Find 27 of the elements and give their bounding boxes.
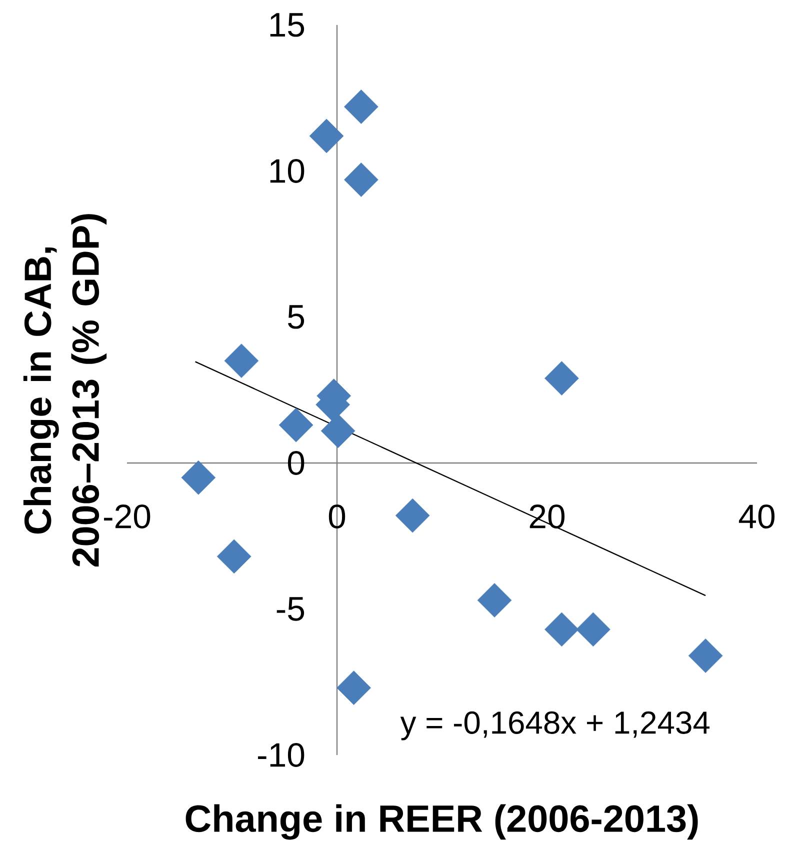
point [181,460,216,495]
point [395,498,430,533]
y-tick-label: 5 [288,305,304,329]
point [309,118,344,154]
point [224,344,259,378]
point [544,361,579,396]
y-tick-label: 0 [288,451,304,475]
point [344,90,378,124]
y-tick-label: -5 [276,597,304,621]
y-tick-label: 15 [270,13,304,37]
annotation: y = -0,1648x + 1,2434 [400,711,710,740]
x-axis-title: Change in REER (2006-2013) [186,804,698,840]
point [344,162,378,197]
point [278,408,314,442]
point [576,612,610,647]
y-tick-label: -10 [258,743,304,767]
point [688,638,723,673]
x-tick-label: 40 [738,504,775,528]
point [544,612,579,647]
point [336,670,371,706]
x-tick-label: 20 [530,504,565,528]
x-tick-label: -20 [104,504,150,528]
point [216,539,252,574]
y-tick-label: 10 [270,159,304,183]
point [320,414,356,448]
point [477,583,512,618]
x-tick-label: 0 [328,504,346,528]
